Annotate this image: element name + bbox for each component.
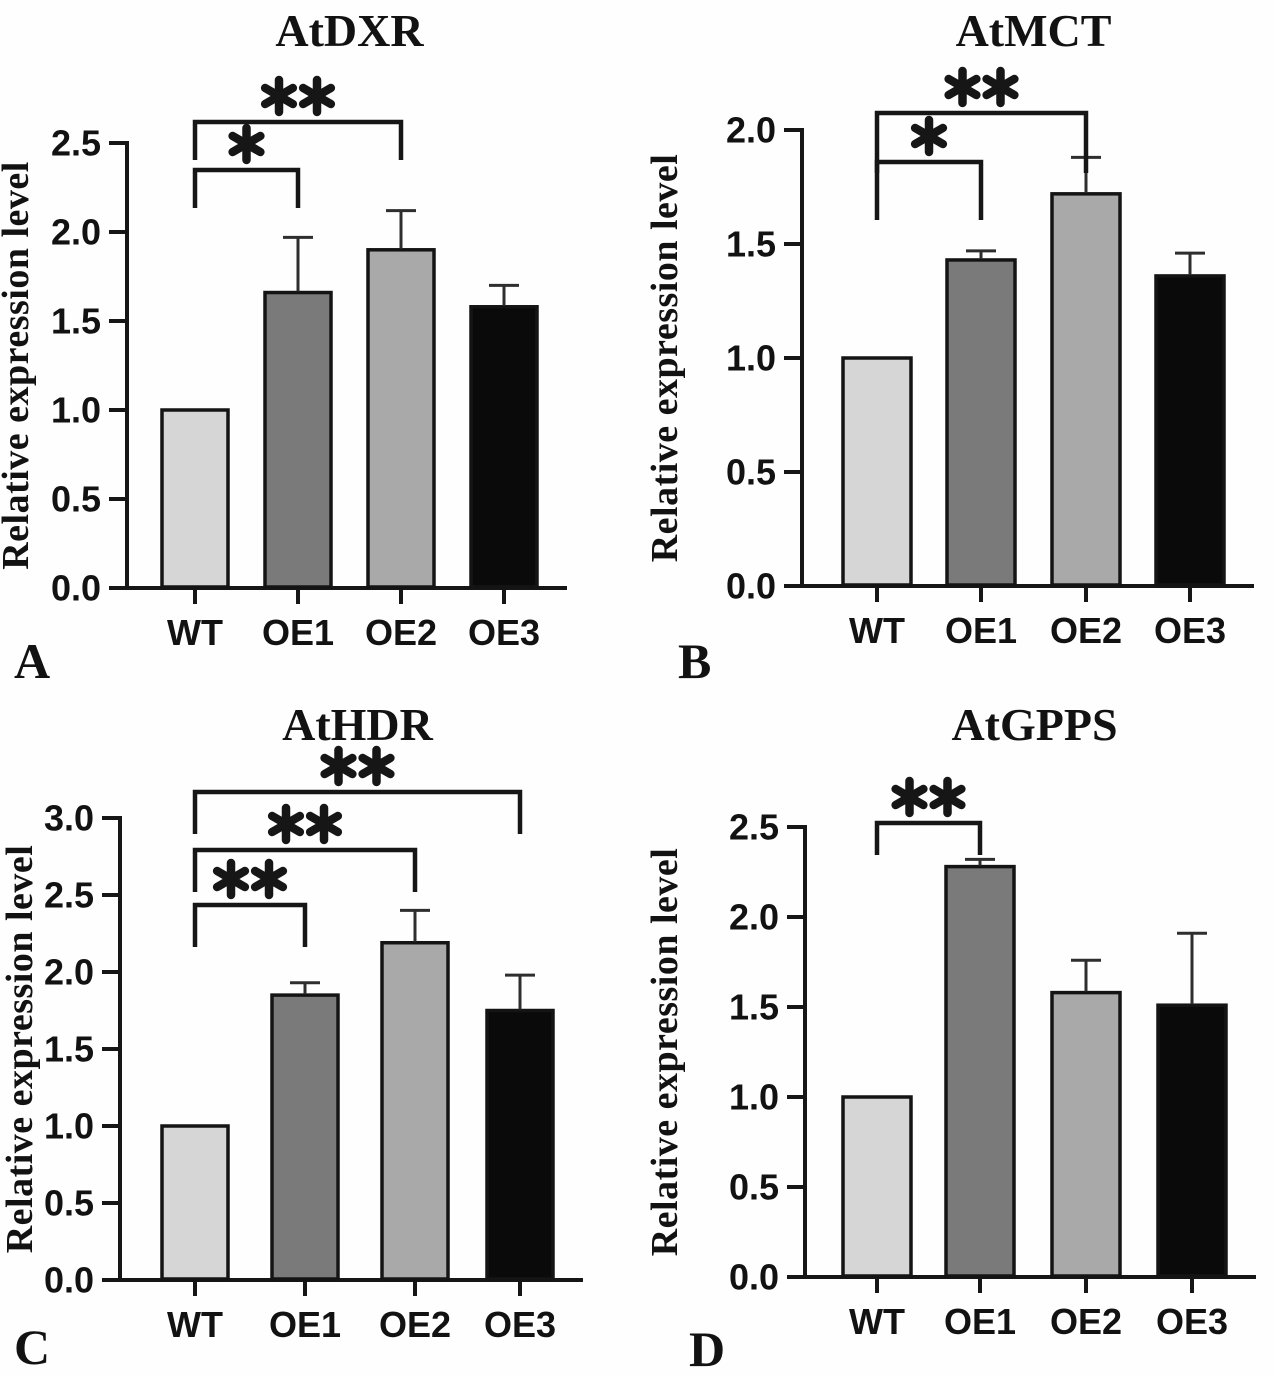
y-tick-label: 2.0 xyxy=(51,212,101,253)
y-tick-label: 0.5 xyxy=(51,479,101,520)
significance-bracket-WT-OE2 xyxy=(192,847,418,892)
category-label-OE3: OE3 xyxy=(484,1304,556,1345)
y-axis-label: Relative expression level xyxy=(644,848,686,1257)
panel-B: AtMCT Relative expression level 0.0 0.5 1.0 1… xyxy=(637,0,1274,688)
category-label-OE1: OE1 xyxy=(945,610,1017,651)
asterisk-icon xyxy=(320,745,357,787)
significance-bracket-WT-OE1 xyxy=(874,820,983,855)
asterisk-icon xyxy=(260,75,298,117)
asterisk-icon xyxy=(250,858,288,900)
chart-title: AtHDR xyxy=(282,699,434,750)
bar-OE3 xyxy=(1154,274,1226,587)
y-tick-label: 1.0 xyxy=(51,390,101,431)
category-label-OE1: OE1 xyxy=(269,1304,341,1345)
bar-WT xyxy=(160,1124,230,1281)
significance-bracket-WT-OE2 xyxy=(874,110,1089,173)
asterisk-icon xyxy=(929,776,966,818)
bar-OE3 xyxy=(1156,1003,1228,1278)
significance-bracket-WT-OE1 xyxy=(874,159,984,220)
asterisk-icon xyxy=(982,66,1019,108)
asterisk-icon xyxy=(910,115,948,157)
asterisk-icon xyxy=(358,745,395,787)
chart-title: AtMCT xyxy=(956,5,1112,56)
y-tick-label: 1.0 xyxy=(44,1106,94,1147)
y-tick-label: 2.0 xyxy=(44,952,94,993)
y-tick-label: 0.0 xyxy=(729,1257,779,1298)
category-label-OE2: OE2 xyxy=(1050,610,1122,651)
category-label-WT: WT xyxy=(849,610,905,651)
category-label-WT: WT xyxy=(849,1301,905,1342)
y-tick-label: 1.0 xyxy=(729,1077,779,1118)
asterisk-icon xyxy=(298,75,336,117)
bar-WT xyxy=(841,356,913,587)
bar-OE2 xyxy=(1050,192,1122,587)
y-tick-label: 2.5 xyxy=(51,123,101,164)
y-axis-label: Relative expression level xyxy=(0,161,37,570)
bar-OE3 xyxy=(469,305,539,589)
chart-title: AtGPPS xyxy=(951,699,1117,750)
panel-B-chart: AtMCT Relative expression level 0.0 0.5 1.0 1… xyxy=(644,5,1254,688)
y-tick-label: 0.5 xyxy=(726,452,776,493)
y-tick-label: 0.0 xyxy=(51,568,101,609)
asterisk-icon xyxy=(891,776,928,818)
category-label-WT: WT xyxy=(167,1304,223,1345)
y-tick-label: 3.0 xyxy=(44,798,94,839)
significance-bracket-WT-OE3 xyxy=(192,789,523,834)
significance-bracket-WT-OE1 xyxy=(192,167,301,208)
category-label-OE2: OE2 xyxy=(365,612,437,653)
y-tick-label: 1.5 xyxy=(726,224,776,265)
panel-letter-B: B xyxy=(678,633,711,688)
bar-OE2 xyxy=(1050,990,1122,1278)
panel-D-chart: AtGPPS Relative expression level 0.0 0.5 1.0… xyxy=(644,699,1256,1376)
panel-C: AtHDR Relative expression level 0.0 0.5 1.0 1… xyxy=(0,688,637,1376)
chart-title: AtDXR xyxy=(275,5,424,56)
bar-WT xyxy=(841,1095,913,1278)
bar-OE2 xyxy=(380,940,450,1281)
significance-bracket-WT-OE2 xyxy=(192,119,404,160)
y-tick-label: 2.0 xyxy=(726,110,776,151)
category-label-OE2: OE2 xyxy=(379,1304,451,1345)
y-axis-label: Relative expression level xyxy=(644,154,686,563)
panel-letter-D: D xyxy=(689,1321,725,1376)
panel-A-chart: AtDXR Relative expression level 0.0 0.5 1.0 1… xyxy=(0,5,567,688)
category-label-OE2: OE2 xyxy=(1050,1301,1122,1342)
y-tick-label: 0.5 xyxy=(44,1183,94,1224)
panel-A: AtDXR Relative expression level 0.0 0.5 1.0 1… xyxy=(0,0,637,688)
asterisk-icon xyxy=(212,858,250,900)
category-label-OE1: OE1 xyxy=(944,1301,1016,1342)
y-tick-label: 2.5 xyxy=(729,807,779,848)
bar-OE3 xyxy=(485,1008,555,1281)
y-tick-label: 0.5 xyxy=(729,1167,779,1208)
bar-OE1 xyxy=(270,993,340,1281)
significance-bracket-WT-OE1 xyxy=(192,902,308,947)
bar-OE2 xyxy=(366,248,436,589)
category-label-OE3: OE3 xyxy=(468,612,540,653)
y-tick-label: 2.0 xyxy=(729,897,779,938)
bar-OE1 xyxy=(263,290,333,589)
asterisk-icon xyxy=(267,803,305,845)
panel-letter-C: C xyxy=(14,1319,50,1375)
bar-OE1 xyxy=(944,864,1016,1278)
y-axis-label: Relative expression level xyxy=(0,845,41,1254)
asterisk-icon xyxy=(944,66,981,108)
y-tick-label: 2.5 xyxy=(44,875,94,916)
bar-OE1 xyxy=(945,258,1017,587)
category-label-WT: WT xyxy=(167,612,223,653)
panel-D: AtGPPS Relative expression level 0.0 0.5 1.0… xyxy=(637,688,1274,1376)
y-tick-label: 0.0 xyxy=(726,566,776,607)
y-tick-label: 1.5 xyxy=(729,987,779,1028)
asterisk-icon xyxy=(305,803,343,845)
category-label-OE3: OE3 xyxy=(1154,610,1226,651)
category-label-OE3: OE3 xyxy=(1156,1301,1228,1342)
asterisk-icon xyxy=(228,123,265,165)
bar-WT xyxy=(160,408,230,589)
panel-letter-A: A xyxy=(14,633,50,688)
y-tick-label: 0.0 xyxy=(44,1260,94,1301)
y-tick-label: 1.5 xyxy=(44,1029,94,1070)
category-label-OE1: OE1 xyxy=(262,612,334,653)
y-tick-label: 1.0 xyxy=(726,338,776,379)
y-tick-label: 1.5 xyxy=(51,301,101,342)
